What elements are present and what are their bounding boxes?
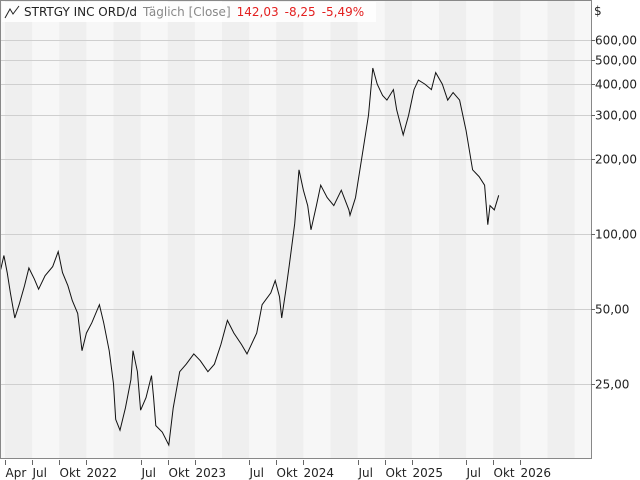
last-price: 142,03	[236, 5, 279, 19]
currency-label: $	[594, 4, 602, 18]
y-tick-label: 50,00	[595, 303, 629, 317]
x-tick-label: Okt	[169, 466, 190, 480]
x-tick-label: 2022	[87, 466, 118, 480]
x-tick-label: Okt	[494, 466, 515, 480]
x-tick-label: 2026	[521, 466, 552, 480]
y-tick-label: 300,00	[595, 109, 637, 123]
instrument-name: STRTGY INC ORD/d	[24, 5, 137, 19]
price-change: -8,25	[284, 5, 316, 19]
x-axis: Apr Jul Okt 2022 Jul Okt 2023 Jul Okt 2024 Jul Okt 2…	[5, 460, 552, 480]
quarter-band	[5, 0, 33, 458]
quarter-band	[493, 0, 521, 458]
frequency-label: Täglich [Close]	[142, 5, 231, 19]
x-tick-label: Okt	[60, 466, 81, 480]
x-tick-label: Okt	[386, 466, 407, 480]
quarter-bands	[0, 0, 591, 458]
y-tick-label: 400,00	[595, 78, 637, 92]
y-tick-label: 600,00	[595, 34, 637, 48]
x-tick-label: Jul	[249, 466, 264, 480]
x-tick-label: Jul	[141, 466, 156, 480]
price-line	[0, 67, 500, 447]
x-tick-label: Jul	[32, 466, 47, 480]
x-tick-label: 2024	[304, 466, 335, 480]
price-change-pct: -5,49%	[321, 5, 365, 19]
horizontal-gridlines	[0, 40, 591, 385]
y-tick-label: 500,00	[595, 54, 637, 68]
y-tick-label: 200,00	[595, 153, 637, 167]
quarter-band	[439, 0, 467, 458]
x-tick-label: 2023	[196, 466, 227, 480]
x-tick-label: Okt	[277, 466, 298, 480]
quarter-band	[113, 0, 141, 458]
quarter-band	[330, 0, 358, 458]
x-tick-label: Jul	[358, 466, 373, 480]
y-axis: 600,00 500,00 400,00 300,00 200,00 100,00 50,0…	[591, 34, 637, 392]
quarter-band	[547, 0, 575, 458]
quarter-band	[384, 0, 412, 458]
quarter-band	[59, 0, 87, 458]
x-tick-label: Apr	[6, 466, 27, 480]
quarter-band	[222, 0, 250, 458]
quarter-band	[167, 0, 195, 458]
chart-legend: STRTGY INC ORD/d Täglich [Close] 142,03 …	[2, 2, 377, 22]
plot-frame	[0, 0, 592, 459]
x-tick-label: Jul	[466, 466, 481, 480]
y-tick-label: 100,00	[595, 228, 637, 242]
x-tick-label: 2025	[413, 466, 444, 480]
quarter-band	[276, 0, 304, 458]
line-chart-icon	[4, 5, 20, 19]
y-tick-label: 25,00	[595, 378, 629, 392]
